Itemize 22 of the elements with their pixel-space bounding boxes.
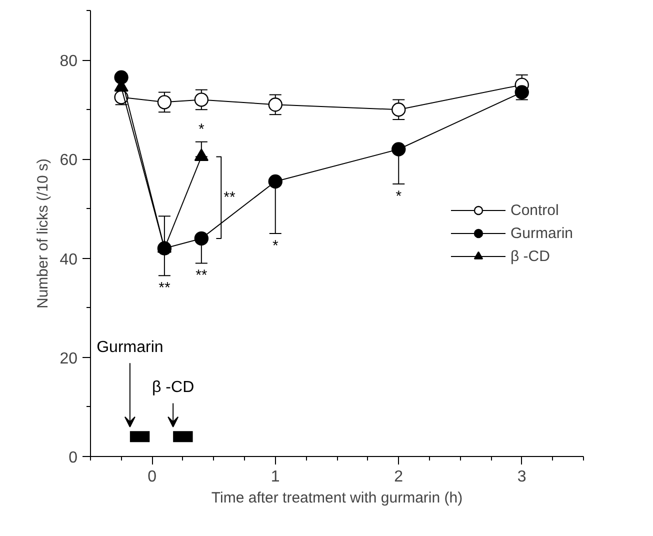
legend-label: Control (510, 202, 559, 218)
y-tick-label: 40 (60, 251, 78, 268)
legend-label: β -CD (510, 248, 550, 264)
y-tick-label: 60 (60, 152, 78, 170)
y-tick-label: 0 (68, 450, 78, 466)
annotation: Gurmarin (96, 338, 164, 356)
y-tick-label: 80 (60, 53, 78, 70)
y-axis-title: Number of licks (/10 s) (34, 158, 52, 309)
x-tick-label: 0 (148, 468, 157, 486)
y-tick-label: 20 (60, 350, 78, 368)
annotation: * (272, 238, 278, 254)
annotation: * (396, 188, 402, 205)
annotation: ** (224, 189, 236, 206)
annotation: * (198, 120, 205, 138)
x-tick-label: 1 (270, 468, 280, 486)
annotation: ** (158, 280, 170, 297)
x-tick-label: 2 (394, 468, 404, 486)
x-axis-title: Time after treatment with gurmarin (h) (211, 490, 463, 506)
x-tick-label: 3 (517, 468, 526, 486)
annotation: β -CD (152, 379, 194, 396)
legend-label: Gurmarin (510, 224, 573, 242)
annotation: ** (196, 267, 208, 284)
